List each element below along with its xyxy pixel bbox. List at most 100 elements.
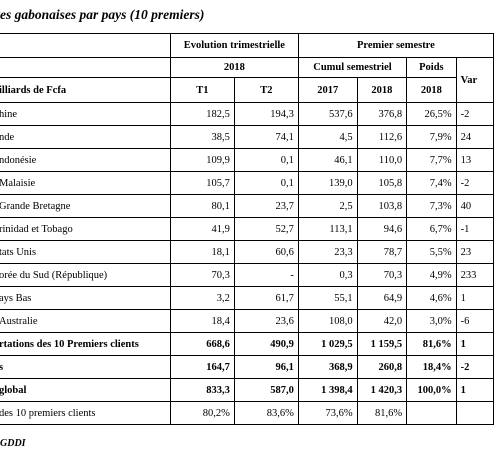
cell-c2018: 376,8 <box>356 102 408 126</box>
cell-c2017: 55,1 <box>297 286 358 310</box>
cell-poids: 5,5% <box>406 240 457 264</box>
cell-poids: 4,9% <box>406 263 457 287</box>
cell-t2: 83,6% <box>233 401 299 425</box>
cell-c2018: 1 420,3 <box>356 378 408 402</box>
cell-c2017: 0,3 <box>297 263 358 287</box>
cell-var <box>455 401 495 425</box>
cell-c2018: 112,6 <box>356 125 408 149</box>
cell-c2017: 537,6 <box>297 102 358 126</box>
header-cumul-semestriel: Cumul semestriel <box>297 57 408 78</box>
cell-t2: 60,6 <box>233 240 299 264</box>
row-label: tats Unis <box>0 240 171 264</box>
cell-c2018: 94,6 <box>356 217 408 241</box>
header-poids: Poids <box>406 57 457 78</box>
total-row: des 10 premiers clients 80,2% 83,6% 73,6% 81… <box>0 401 495 425</box>
cell-t2: - <box>233 263 299 287</box>
cell-var: 40 <box>455 194 495 218</box>
header-t2: T2 <box>233 77 299 103</box>
cell-c2018: 260,8 <box>356 355 408 379</box>
total-row: rtations des 10 Premiers clients 668,6 490… <box>0 332 495 356</box>
cell-var: -2 <box>455 355 495 379</box>
cell-t1: 18,1 <box>169 240 235 264</box>
cell-t2: 61,7 <box>233 286 299 310</box>
row-label: global <box>0 378 171 402</box>
cell-t2: 23,7 <box>233 194 299 218</box>
header-poids-2018: 2018 <box>406 77 457 103</box>
cell-t1: 70,3 <box>169 263 235 287</box>
header-empty-cell <box>0 33 171 58</box>
row-label: nde <box>0 125 171 149</box>
cell-c2017: 139,0 <box>297 171 358 195</box>
cell-var: -6 <box>455 309 495 333</box>
cell-t2: 96,1 <box>233 355 299 379</box>
cell-poids: 81,6% <box>406 332 457 356</box>
cell-c2017: 46,1 <box>297 148 358 172</box>
cell-poids: 7,9% <box>406 125 457 149</box>
table-row: tats Unis 18,1 60,6 23,3 78,7 5,5% 23 <box>0 240 495 264</box>
cell-c2018: 81,6% <box>356 401 408 425</box>
row-label: Australie <box>0 309 171 333</box>
cell-c2017: 23,3 <box>297 240 358 264</box>
cell-c2017: 73,6% <box>297 401 358 425</box>
cell-c2017: 1 398,4 <box>297 378 358 402</box>
table-row: ays Bas 3,2 61,7 55,1 64,9 4,6% 1 <box>0 286 495 310</box>
cell-c2017: 1 029,5 <box>297 332 358 356</box>
table-row: rinidad et Tobago 41,9 52,7 113,1 94,6 6,7% -1 <box>0 217 495 241</box>
header-var: Var <box>455 57 495 103</box>
cell-var: -1 <box>455 217 495 241</box>
cell-var: -2 <box>455 102 495 126</box>
table-row: Malaisie 105,7 0,1 139,0 105,8 7,4% -2 <box>0 171 495 195</box>
cell-t1: 833,3 <box>169 378 235 402</box>
cell-t2: 52,7 <box>233 217 299 241</box>
row-label: s <box>0 355 171 379</box>
cell-t1: 109,9 <box>169 148 235 172</box>
cell-c2017: 368,9 <box>297 355 358 379</box>
row-label: ays Bas <box>0 286 171 310</box>
cell-poids: 7,3% <box>406 194 457 218</box>
total-row: global 833,3 587,0 1 398,4 1 420,3 100,0% 1 <box>0 378 495 402</box>
cell-t2: 23,6 <box>233 309 299 333</box>
cell-poids: 6,7% <box>406 217 457 241</box>
cell-c2018: 1 159,5 <box>356 332 408 356</box>
cell-t1: 668,6 <box>169 332 235 356</box>
sales-table: Evolution trimestrielle Premier semestre… <box>0 33 495 425</box>
cell-t1: 105,7 <box>169 171 235 195</box>
cell-t2: 74,1 <box>233 125 299 149</box>
cell-t2: 0,1 <box>233 148 299 172</box>
row-label: Grande Bretagne <box>0 194 171 218</box>
cell-t2: 490,9 <box>233 332 299 356</box>
cell-c2017: 4,5 <box>297 125 358 149</box>
cell-t1: 18,4 <box>169 309 235 333</box>
cell-var: 13 <box>455 148 495 172</box>
header-year-2018: 2018 <box>169 57 299 78</box>
cell-t1: 80,1 <box>169 194 235 218</box>
row-label: des 10 premiers clients <box>0 401 171 425</box>
table-title: ion des ventes gabonaises par pays (10 p… <box>0 7 205 22</box>
row-label: rtations des 10 Premiers clients <box>0 332 171 356</box>
header-premier-semestre: Premier semestre <box>297 33 495 58</box>
table-row: Australie 18,4 23,6 108,0 42,0 3,0% -6 <box>0 309 495 333</box>
cell-t2: 587,0 <box>233 378 299 402</box>
header-unit: illiards de Fcfa <box>0 77 171 103</box>
cell-t2: 194,3 <box>233 102 299 126</box>
cell-poids: 4,6% <box>406 286 457 310</box>
cell-t2: 0,1 <box>233 171 299 195</box>
source-note: GDDI <box>0 438 26 449</box>
cell-var: 1 <box>455 378 495 402</box>
table-row: hine 182,5 194,3 537,6 376,8 26,5% -2 <box>0 102 495 126</box>
cell-poids: 26,5% <box>406 102 457 126</box>
cell-c2018: 110,0 <box>356 148 408 172</box>
cell-c2017: 108,0 <box>297 309 358 333</box>
cell-var: 1 <box>455 332 495 356</box>
cell-poids: 7,7% <box>406 148 457 172</box>
cell-c2018: 42,0 <box>356 309 408 333</box>
cell-poids <box>406 401 457 425</box>
row-label: ndonésie <box>0 148 171 172</box>
header-empty-cell-2 <box>0 57 171 78</box>
cell-var: -2 <box>455 171 495 195</box>
cell-t1: 3,2 <box>169 286 235 310</box>
cell-poids: 3,0% <box>406 309 457 333</box>
cell-var: 23 <box>455 240 495 264</box>
cell-t1: 80,2% <box>169 401 235 425</box>
